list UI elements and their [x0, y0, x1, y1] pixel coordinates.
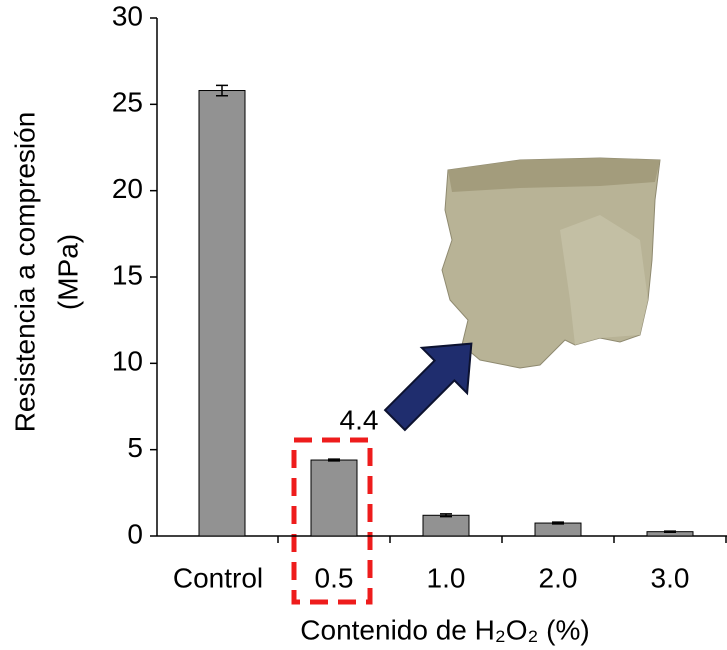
y-axis-label: Resistencia a compresión — [9, 112, 40, 433]
error-bar — [664, 530, 676, 533]
bar — [198, 90, 246, 537]
x-tick-label: 3.0 — [651, 562, 690, 593]
y-tick-label: 10 — [112, 346, 143, 377]
highlight-box — [291, 437, 373, 605]
y-tick-label: 20 — [112, 173, 143, 204]
x-tick-label: 1.0 — [427, 562, 466, 593]
x-axis-label: Contenido de H₂O₂ (%) — [300, 614, 589, 645]
inset-photo — [441, 157, 661, 369]
x-tick-label: Control — [173, 562, 263, 593]
x-tick-label: 2.0 — [539, 562, 578, 593]
y-tick-label: 30 — [112, 0, 143, 31]
bar — [534, 522, 582, 537]
error-bar — [216, 84, 228, 97]
x-tick-label: 0.5 — [315, 562, 354, 593]
value-label: 4.4 — [340, 404, 379, 435]
y-tick-label: 25 — [112, 87, 143, 118]
y-tick-label: 15 — [112, 259, 143, 290]
error-bar — [328, 458, 340, 462]
y-axis-label: (MPa) — [52, 234, 83, 310]
bar — [422, 514, 470, 537]
y-tick-label: 0 — [127, 518, 143, 549]
bar — [310, 459, 358, 537]
y-tick-label: 5 — [127, 432, 143, 463]
error-bar — [552, 521, 564, 525]
arrow — [383, 342, 473, 432]
error-bar — [440, 513, 452, 518]
